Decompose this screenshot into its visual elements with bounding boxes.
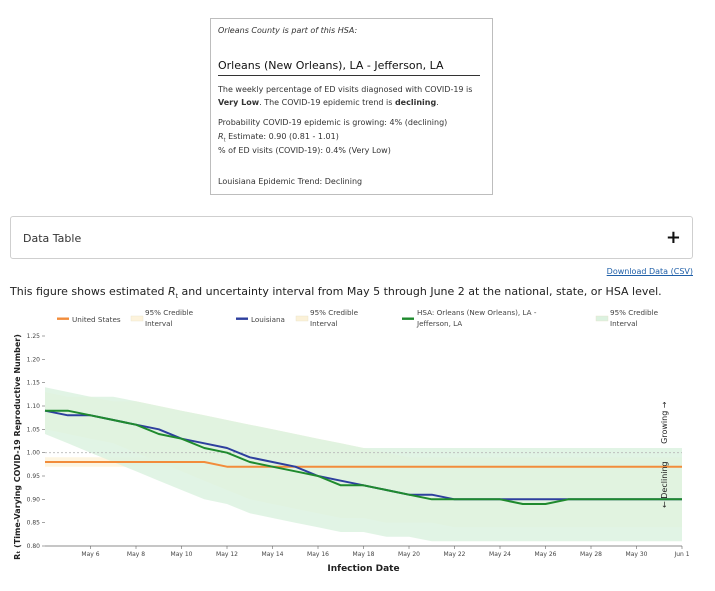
y-tick-label: 1.05: [27, 426, 41, 433]
x-tick-label: May 6: [81, 551, 99, 558]
legend-label-0: United States: [72, 315, 121, 324]
caption-symbol: R: [167, 285, 176, 298]
x-axis-ticks: May 6 May 8 May 10 May 12 May 14 May 16 May 18…: [81, 546, 690, 558]
y-tick-label: 1.15: [27, 380, 41, 387]
x-tick-label: May 16: [307, 551, 329, 558]
y-axis-label: Rₜ (Time-Varying COVID-19 Reproductive N…: [13, 334, 22, 560]
y-tick-label: 1.10: [27, 403, 41, 410]
series-line-0: [45, 461, 682, 468]
legend-label-1: 95% Credible Interval: [145, 308, 194, 328]
legend-label-line: Louisiana: [251, 315, 285, 324]
figure-caption: This figure shows estimated Rt and uncer…: [10, 285, 662, 300]
desc-level: Very Low: [218, 98, 260, 107]
download-csv-link[interactable]: Download Data (CSV): [606, 267, 693, 276]
desc-part-1: The weekly percentage of ED visits diagn…: [218, 85, 473, 94]
hsa-name-heading: Orleans (New Orleans), LA - Jefferson, L…: [218, 59, 480, 76]
rt-subscript: t: [223, 137, 226, 144]
caption-subscript: t: [175, 293, 178, 301]
expand-plus-icon[interactable]: +: [665, 227, 681, 248]
x-tick-label: May 18: [353, 551, 375, 558]
x-tick-label: May 8: [127, 551, 145, 558]
legend-label-2: Louisiana: [251, 315, 285, 324]
legend-label-line: 95% Credible: [610, 308, 659, 317]
y-tick-label: 1.00: [27, 450, 41, 457]
y-axis-ticks: 0.80 0.85 0.90 0.95 1.00 1.05 1.10 1.15 1.20 1.25: [27, 333, 45, 550]
x-tick-label: May 14: [262, 551, 284, 558]
ed-visits-stat: % of ED visits (COVID-19): 0.4% (Very Lo…: [218, 146, 391, 155]
y-tick-label: 0.80: [27, 543, 41, 550]
y-tick-label: 0.90: [27, 496, 41, 503]
x-tick-label: May 30: [626, 551, 648, 558]
legend-swatch-2: [236, 317, 248, 320]
hsa-intro-text: Orleans County is part of this HSA:: [218, 26, 358, 35]
x-tick-label: May 12: [216, 551, 238, 558]
rt-line-chart: United States 95% Credible Interval Louisia…: [13, 308, 690, 574]
probability-growing: Probability COVID-19 epidemic is growing…: [218, 118, 448, 127]
x-axis-label: Infection Date: [327, 564, 399, 574]
legend-label-4: HSA: Orleans (New Orleans), LA - Jefferso…: [416, 308, 537, 328]
legend-label-line: Interval: [310, 319, 338, 328]
x-tick-label: May 22: [444, 551, 466, 558]
legend-label-3: 95% Credible Interval: [310, 308, 359, 328]
x-tick-label: Jun 1: [673, 551, 689, 558]
x-tick-label: May 10: [171, 551, 193, 558]
y-tick-label: 1.20: [27, 356, 41, 363]
x-tick-label: May 20: [398, 551, 420, 558]
x-tick-label: May 28: [580, 551, 602, 558]
legend-label-line: United States: [72, 315, 121, 324]
legend-swatch-1: [130, 315, 144, 322]
rt-estimate: Rt Estimate: 0.90 (0.81 - 1.01): [218, 132, 339, 144]
credible-interval-bands: [45, 387, 682, 542]
hsa-info-card: Orleans County is part of this HSA: Orle…: [210, 18, 493, 195]
caption-before: This figure shows estimated: [10, 285, 168, 298]
series-line-2: [45, 409, 682, 505]
legend-label-line: HSA: Orleans (New Orleans), LA -: [417, 308, 537, 317]
legend-label-5: 95% Credible Interval: [610, 308, 659, 328]
y-tick-label: 1.25: [27, 333, 41, 340]
legend-swatch-0: [57, 317, 69, 320]
declining-label: ← Declining: [660, 461, 669, 508]
legend-swatch-5: [595, 315, 609, 322]
rt-symbol: R: [218, 132, 224, 141]
growing-label: Growing →: [660, 401, 669, 444]
data-table-label: Data Table: [23, 232, 82, 245]
hsa-description: The weekly percentage of ED visits diagn…: [218, 83, 490, 109]
ci-band-2: [45, 387, 682, 542]
x-tick-label: May 26: [535, 551, 557, 558]
legend-label-line: Interval: [145, 319, 173, 328]
legend-label-line: 95% Credible: [310, 308, 359, 317]
legend-label-line: Interval: [610, 319, 638, 328]
desc-part-3: .: [436, 98, 439, 107]
series-lines: [44, 409, 682, 505]
legend-label-line: 95% Credible: [145, 308, 194, 317]
legend-swatch-4: [402, 317, 414, 320]
caption-after: and uncertainty interval from May 5 thro…: [177, 285, 662, 298]
x-tick-label: May 24: [489, 551, 511, 558]
desc-part-2: . The COVID-19 epidemic trend is: [259, 98, 395, 107]
rt-estimate-value: Estimate: 0.90 (0.81 - 1.01): [225, 132, 339, 141]
y-tick-label: 0.85: [27, 520, 41, 527]
legend-swatch-3: [295, 315, 309, 322]
data-table-accordion[interactable]: Data Table +: [10, 216, 693, 259]
state-trend: Louisiana Epidemic Trend: Declining: [218, 177, 363, 186]
chart-legend: United States 95% Credible Interval Louisia…: [57, 308, 659, 328]
desc-trend: declining: [394, 98, 437, 107]
y-tick-label: 0.95: [27, 473, 41, 480]
legend-label-line: Jefferson, LA: [416, 319, 462, 328]
